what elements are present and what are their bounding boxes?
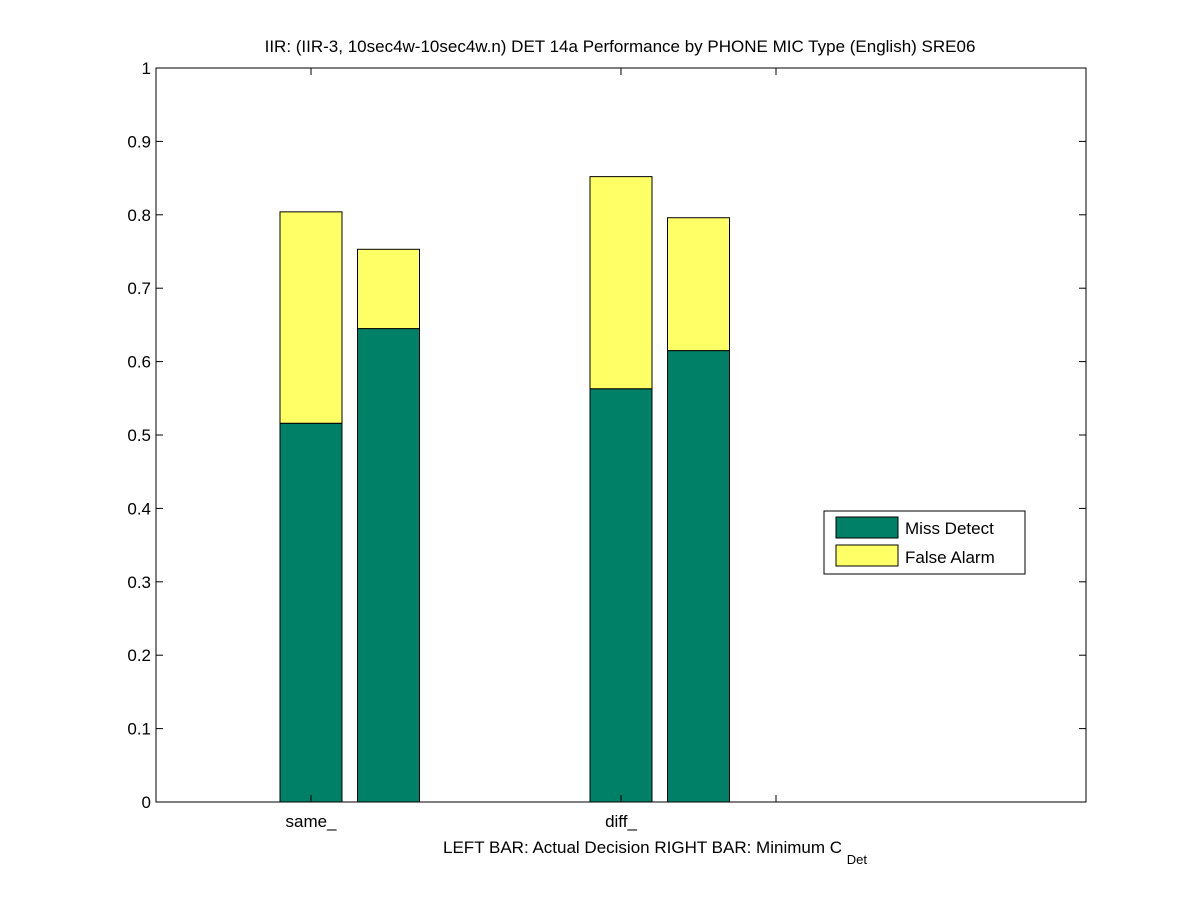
x-tick-label: diff_ — [605, 812, 637, 831]
legend-label-false-alarm: False Alarm — [905, 548, 995, 567]
x-axis-label-left: LEFT BAR: Actual Decision — [443, 838, 650, 857]
x-tick-label: same_ — [285, 812, 337, 831]
legend-swatch-miss-detect — [835, 516, 899, 539]
bar-miss-detect-same-right — [357, 328, 420, 803]
y-tick-label: 0.9 — [127, 132, 151, 151]
y-tick-label: 0.3 — [127, 573, 151, 592]
bar-false-alarm-same-right — [357, 248, 420, 330]
ticks-layer: 0 0.1 0.2 0.3 0.4 0.5 0.6 0.7 0.8 0.9 1 same_ diff_ — [127, 59, 1086, 831]
y-tick-label: 0.7 — [127, 279, 151, 298]
y-tick-label: 0.2 — [127, 646, 151, 665]
y-tick-label: 0.5 — [127, 426, 151, 445]
y-tick-label: 0 — [142, 793, 151, 812]
bar-miss-detect-diff-left — [589, 388, 653, 803]
y-tick-label: 0.4 — [127, 499, 151, 518]
x-axis-label: LEFT BAR: Actual Decision RIGHT BAR: Min… — [443, 838, 867, 867]
bar-miss-detect-diff-right — [667, 350, 730, 803]
y-tick-label: 0.1 — [127, 720, 151, 739]
bar-false-alarm-diff-left — [589, 176, 653, 390]
chart-title: IIR: (IIR-3, 10sec4w-10sec4w.n) DET 14a … — [265, 37, 976, 56]
bar-false-alarm-diff-right — [667, 217, 730, 352]
y-tick-label: 0.6 — [127, 353, 151, 372]
bars-layer — [279, 176, 730, 803]
bar-miss-detect-same-left — [279, 422, 343, 803]
y-tick-label: 0.8 — [127, 206, 151, 225]
legend-label-miss-detect: Miss Detect — [905, 519, 994, 538]
legend-swatch-false-alarm — [835, 544, 899, 567]
bar-false-alarm-same-left — [279, 211, 343, 424]
x-axis-label-right: RIGHT BAR: Minimum C — [654, 838, 842, 857]
x-axis-label-subscript: Det — [847, 852, 868, 867]
legend: Miss Detect False Alarm — [823, 510, 1026, 575]
y-tick-label: 1 — [142, 59, 151, 78]
